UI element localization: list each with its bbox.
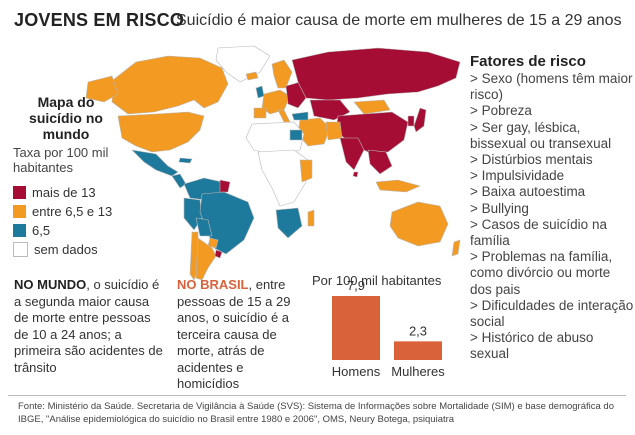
cuba [179, 158, 192, 163]
korea [408, 116, 414, 126]
italy [278, 110, 290, 122]
bar-category-label: Homens [332, 364, 381, 379]
sri-lanka [353, 172, 358, 177]
bar-value-label: 7,9 [347, 278, 365, 293]
bar-category-label: Mulheres [391, 364, 445, 379]
madagascar [308, 210, 314, 226]
suicide-rate-bar-chart: Por 100 mil habitantes 7,9 Homens 2,3 Mulhe… [310, 272, 465, 392]
risk-factor-item: > Histórico de abuso sexual [470, 330, 635, 362]
risk-factors-list: > Sexo (homens têm maior risco) > Pobrez… [470, 71, 635, 363]
legend-item-mid: entre 6,5 e 13 [13, 202, 163, 221]
legend-label: mais de 13 [32, 185, 96, 200]
southern-africa [276, 208, 302, 238]
legend-label: sem dados [34, 242, 98, 257]
brazil-fact-text: NO BRASIL, entre pessoas de 15 a 29 anos… [177, 277, 307, 393]
source-note: Fonte: Ministério da Saúde. Secretaria d… [18, 401, 630, 426]
southeast-asia [368, 150, 392, 174]
turkey [292, 112, 308, 120]
middle-east [298, 118, 330, 146]
central-africa [258, 150, 308, 206]
brazil-fact-lead: NO BRASIL [177, 277, 249, 292]
risk-factor-item: > Problemas na família, como divórcio ou… [470, 249, 635, 298]
bar-mulheres [394, 341, 442, 360]
risk-factor-item: > Distúrbios mentais [470, 152, 635, 168]
chart-bars: 7,9 Homens 2,3 Mulheres [332, 278, 445, 379]
guyana [220, 180, 230, 192]
legend-swatch-mid [13, 205, 26, 218]
legend-title: Mapa do suicídio no mundo [13, 94, 119, 142]
risk-factor-item: > Pobreza [470, 103, 635, 119]
world-fact-text: NO MUNDO, o suicídio é a segunda maior c… [14, 277, 164, 376]
russia [292, 48, 460, 100]
risk-factors-title: Fatores de risco [470, 53, 635, 71]
legend-item-low: 6,5 [13, 221, 163, 240]
legend-item-high: mais de 13 [13, 183, 163, 202]
legend-items: mais de 13 entre 6,5 e 13 6,5 sem dados [13, 183, 163, 259]
world-fact-lead: NO MUNDO [14, 277, 86, 292]
risk-factor-item: > Baixa autoestima [470, 184, 635, 200]
risk-factor-item: > Bullying [470, 201, 635, 217]
risk-factor-item: > Dificuldades de interação social [470, 298, 635, 330]
risk-factor-item: > Casos de suicídio na família [470, 217, 635, 249]
east-africa [300, 160, 312, 182]
risk-factors-panel: Fatores de risco > Sexo (homens têm maio… [470, 53, 635, 363]
australia [390, 202, 448, 246]
iran [326, 122, 342, 140]
legend-label: 6,5 [32, 223, 50, 238]
risk-factor-item: > Impulsividade [470, 168, 635, 184]
legend-swatch-high [13, 186, 26, 199]
japan [414, 108, 426, 132]
map-legend: Mapa do suicídio no mundo Taxa por 100 m… [13, 94, 163, 259]
legend-swatch-nodata [13, 242, 28, 257]
chart-title: Por 100 mil habitantes [312, 273, 442, 288]
brazil-fact-body: , entre pessoas de 15 a 29 anos, o suicí… [177, 277, 290, 391]
page-subtitle: Suicídio é maior causa de morte em mulhe… [176, 12, 622, 30]
divider [8, 395, 626, 396]
page-title: JOVENS EM RISCO [14, 10, 184, 31]
iberia [254, 108, 266, 118]
indonesia [376, 180, 420, 192]
central-america [172, 174, 186, 188]
egypt [290, 130, 302, 140]
uk [256, 86, 264, 98]
legend-item-nodata: sem dados [13, 240, 163, 259]
mongolia [354, 100, 390, 114]
india [340, 138, 364, 170]
legend-label: entre 6,5 e 13 [32, 204, 112, 219]
risk-factor-item: > Sexo (homens têm maior risco) [470, 71, 635, 103]
new-zealand [452, 240, 460, 256]
scandinavia [272, 60, 292, 88]
legend-subtitle: Taxa por 100 mil habitantes [13, 145, 121, 175]
bar-value-label: 2,3 [409, 323, 427, 338]
legend-swatch-low [13, 224, 26, 237]
bar-homens [332, 296, 380, 360]
risk-factor-item: > Ser gay, lésbica, bissexual ou transex… [470, 120, 635, 152]
